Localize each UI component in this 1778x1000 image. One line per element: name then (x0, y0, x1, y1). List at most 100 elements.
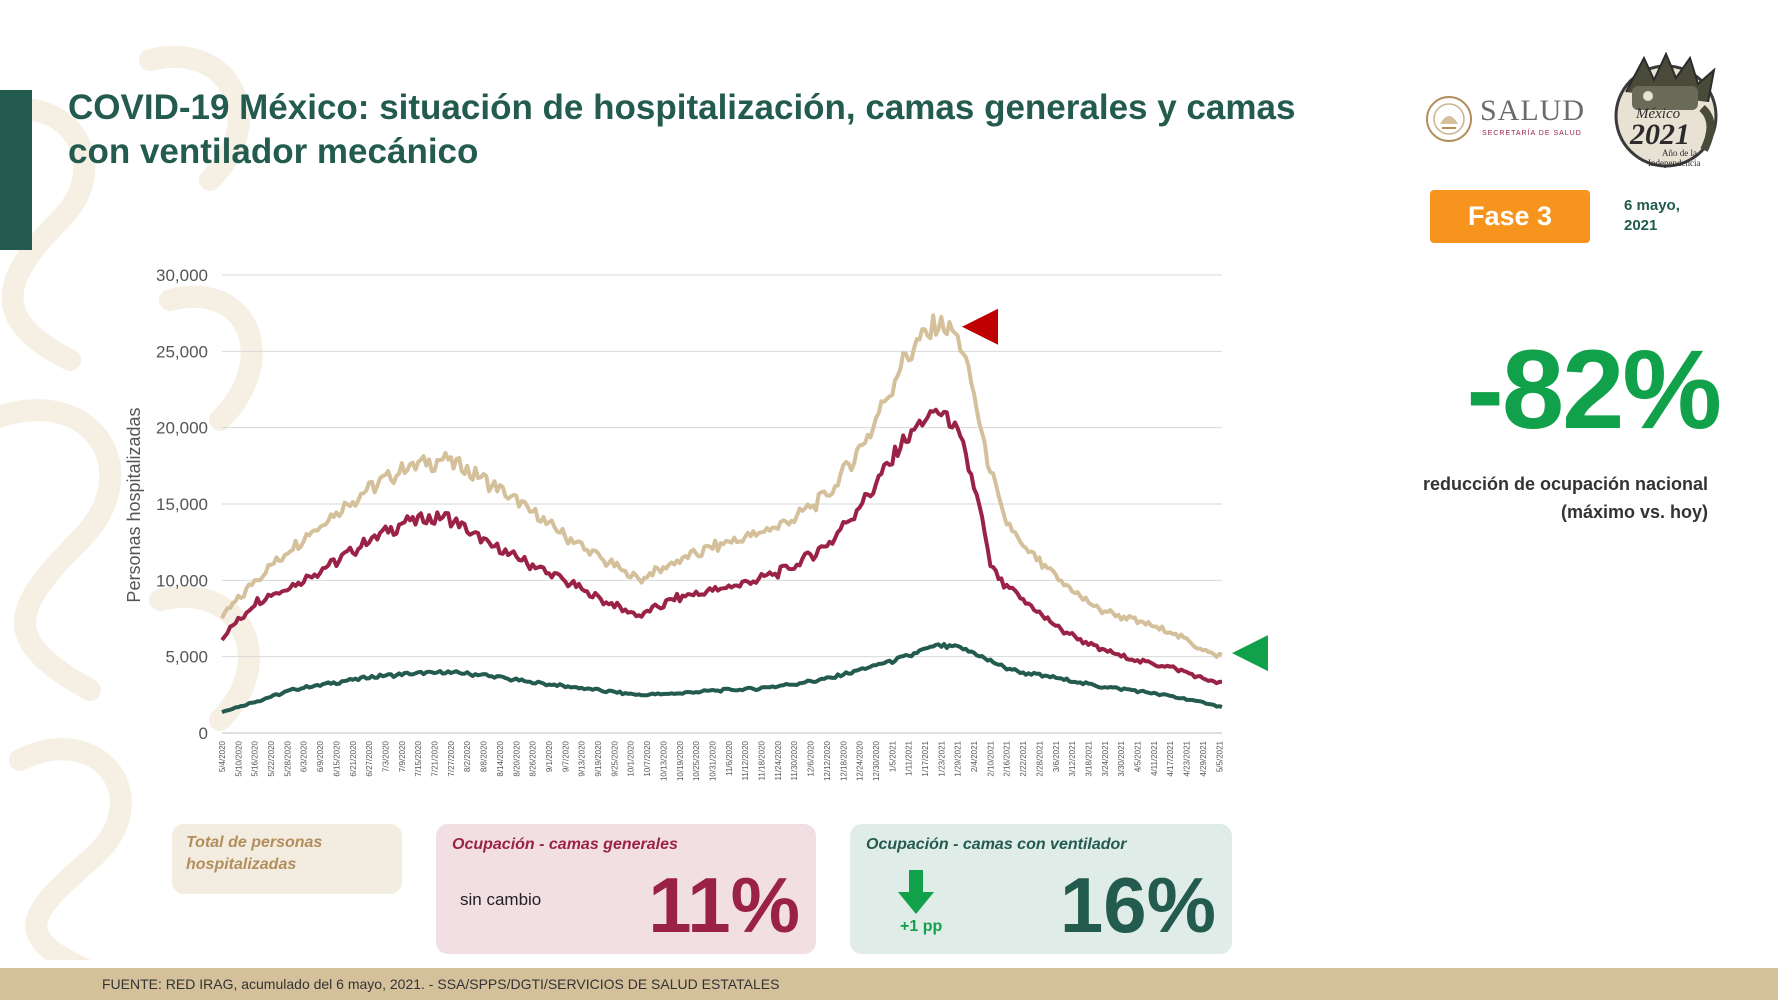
x-tick-label: 10/31/2020 (708, 740, 717, 781)
phase-badge: Fase 3 (1430, 190, 1590, 243)
serpent-head-icon (1614, 52, 1718, 168)
legend-ventilator-title: Ocupación - camas con ventilador (866, 836, 1127, 853)
x-tick-label: 12/30/2020 (872, 740, 881, 781)
x-tick-label: 9/25/2020 (610, 740, 619, 776)
x-tick-label: 1/23/2021 (937, 740, 946, 776)
x-tick-label: 7/9/2020 (398, 740, 407, 772)
chart-gridlines (222, 274, 1222, 734)
x-tick-label: 10/1/2020 (627, 740, 636, 776)
chart-markers (962, 308, 1268, 672)
x-tick-label: 3/30/2021 (1117, 740, 1126, 776)
y-tick-label: 30,000 (156, 266, 208, 285)
x-tick-label: 5/10/2020 (234, 740, 243, 776)
chart-series (220, 313, 1223, 714)
x-tick-label: 2/4/2021 (970, 740, 979, 772)
x-tick-label: 4/23/2021 (1183, 740, 1192, 776)
x-tick-label: 5/28/2020 (283, 740, 292, 776)
x-tick-label: 2/28/2021 (1035, 740, 1044, 776)
x-tick-label: 10/19/2020 (676, 740, 685, 781)
salud-subtitle: SECRETARÍA DE SALUD (1482, 130, 1582, 137)
x-tick-label: 12/24/2020 (856, 740, 865, 781)
y-axis-label: Personas hospitalizadas (124, 407, 144, 602)
x-tick-label: 3/24/2021 (1101, 740, 1110, 776)
x-tick-label: 6/3/2020 (300, 740, 309, 772)
series-line-ventilator (221, 642, 1223, 714)
x-tick-label: 11/18/2020 (758, 740, 767, 780)
x-tick-label: 1/29/2021 (954, 740, 963, 776)
report-date-line2: 2021 (1624, 217, 1658, 234)
x-tick-label: 10/25/2020 (692, 740, 701, 781)
x-tick-label: 2/22/2021 (1019, 740, 1028, 776)
x-tick-label: 9/19/2020 (594, 740, 603, 776)
x-tick-label: 6/21/2020 (349, 740, 358, 776)
x-tick-label: 4/29/2021 (1199, 740, 1208, 776)
report-date-line1: 6 mayo, (1624, 197, 1680, 214)
x-tick-label: 10/13/2020 (659, 740, 668, 781)
reduction-caption: reducción de ocupación nacional (máximo … (1340, 470, 1708, 526)
x-tick-label: 12/18/2020 (839, 740, 848, 781)
x-tick-label: 5/22/2020 (267, 740, 276, 776)
reduction-caption-line2: (máximo vs. hoy) (1560, 502, 1708, 522)
ventilator-change: +1 pp (900, 918, 943, 935)
max-marker-icon (962, 308, 998, 345)
x-tick-label: 4/5/2021 (1134, 740, 1143, 772)
x-tick-label: 3/18/2021 (1084, 740, 1093, 776)
x-tick-label: 8/14/2020 (496, 740, 505, 776)
mexico-subtitle-2: Independencia (1648, 158, 1701, 168)
legend-card-ventilator-beds: Ocupación - camas con ventilador +1 pp 1… (850, 824, 1232, 954)
x-tick-label: 7/27/2020 (447, 740, 456, 776)
x-tick-label: 5/4/2020 (218, 740, 227, 772)
x-tick-label: 6/27/2020 (365, 740, 374, 776)
x-tick-label: 12/6/2020 (807, 740, 816, 776)
x-tick-label: 2/10/2021 (986, 740, 995, 776)
x-tick-label: 5/5/2021 (1215, 740, 1224, 772)
x-tick-label: 7/21/2020 (431, 740, 440, 776)
x-tick-label: 11/30/2020 (790, 740, 799, 780)
mexico-emblem-icon (1426, 96, 1472, 142)
legend-total-title: Total de personas hospitalizadas (186, 834, 323, 873)
legend-card-general-beds: Ocupación - camas generales sin cambio 1… (436, 824, 816, 954)
legend-general-title: Ocupación - camas generales (452, 836, 678, 853)
reduction-caption-line1: reducción de ocupación nacional (1422, 474, 1708, 494)
y-axis-ticks: 0 5,000 10,000 15,000 20,000 25,000 30,000 (156, 266, 208, 743)
legend-card-total: Total de personas hospitalizadas (172, 824, 402, 894)
x-tick-label: 2/16/2021 (1003, 740, 1012, 776)
salud-logo: SALUD SECRETARÍA DE SALUD (1424, 90, 1594, 146)
mexico-word: México (1636, 106, 1681, 122)
accent-bar (0, 90, 32, 250)
background-pattern (0, 45, 263, 960)
x-tick-label: 3/12/2021 (1068, 740, 1077, 776)
reduction-percentage: -82% (1466, 327, 1722, 452)
x-tick-label: 8/8/2020 (480, 740, 489, 772)
source-note: FUENTE: RED IRAG, acumulado del 6 mayo, … (102, 976, 780, 992)
x-tick-label: 9/13/2020 (578, 740, 587, 776)
x-tick-label: 11/6/2020 (725, 740, 734, 776)
x-tick-label: 6/9/2020 (316, 740, 325, 772)
y-tick-label: 15,000 (156, 495, 208, 514)
arrow-down-icon (898, 870, 934, 914)
x-tick-label: 9/7/2020 (561, 740, 570, 772)
x-tick-label: 11/12/2020 (741, 740, 750, 780)
x-tick-label: 11/24/2020 (774, 740, 783, 780)
y-tick-label: 20,000 (156, 419, 208, 438)
x-tick-label: 6/15/2020 (332, 740, 341, 776)
x-axis-ticks: 5/4/2020 5/10/2020 5/16/2020 5/22/2020 5/28/… (218, 740, 1224, 781)
x-tick-label: 10/7/2020 (643, 740, 652, 776)
salud-wordmark: SALUD (1480, 94, 1586, 127)
x-tick-label: 8/2/2020 (463, 740, 472, 772)
page-title: COVID-19 México: situación de hospitaliz… (68, 88, 1296, 171)
y-tick-label: 10,000 (156, 571, 208, 590)
footer-bar: FUENTE: RED IRAG, acumulado del 6 mayo, … (0, 968, 1778, 1000)
mexico-2021-logo: México 2021 Año de la Independencia (1610, 52, 1722, 170)
ventilator-occupancy-value: 16% (1059, 861, 1216, 949)
general-occupancy-value: 11% (648, 861, 800, 949)
general-change-note: sin cambio (460, 890, 542, 909)
current-marker-icon (1232, 635, 1268, 672)
series-line-total (220, 313, 1223, 659)
mexico-subtitle-1: Año de la (1662, 148, 1697, 158)
y-tick-label: 0 (199, 724, 208, 743)
series-line-general (220, 407, 1223, 686)
x-tick-label: 1/11/2021 (905, 740, 914, 776)
x-tick-label: 7/3/2020 (381, 740, 390, 772)
mexico-year: 2021 (1630, 118, 1690, 151)
